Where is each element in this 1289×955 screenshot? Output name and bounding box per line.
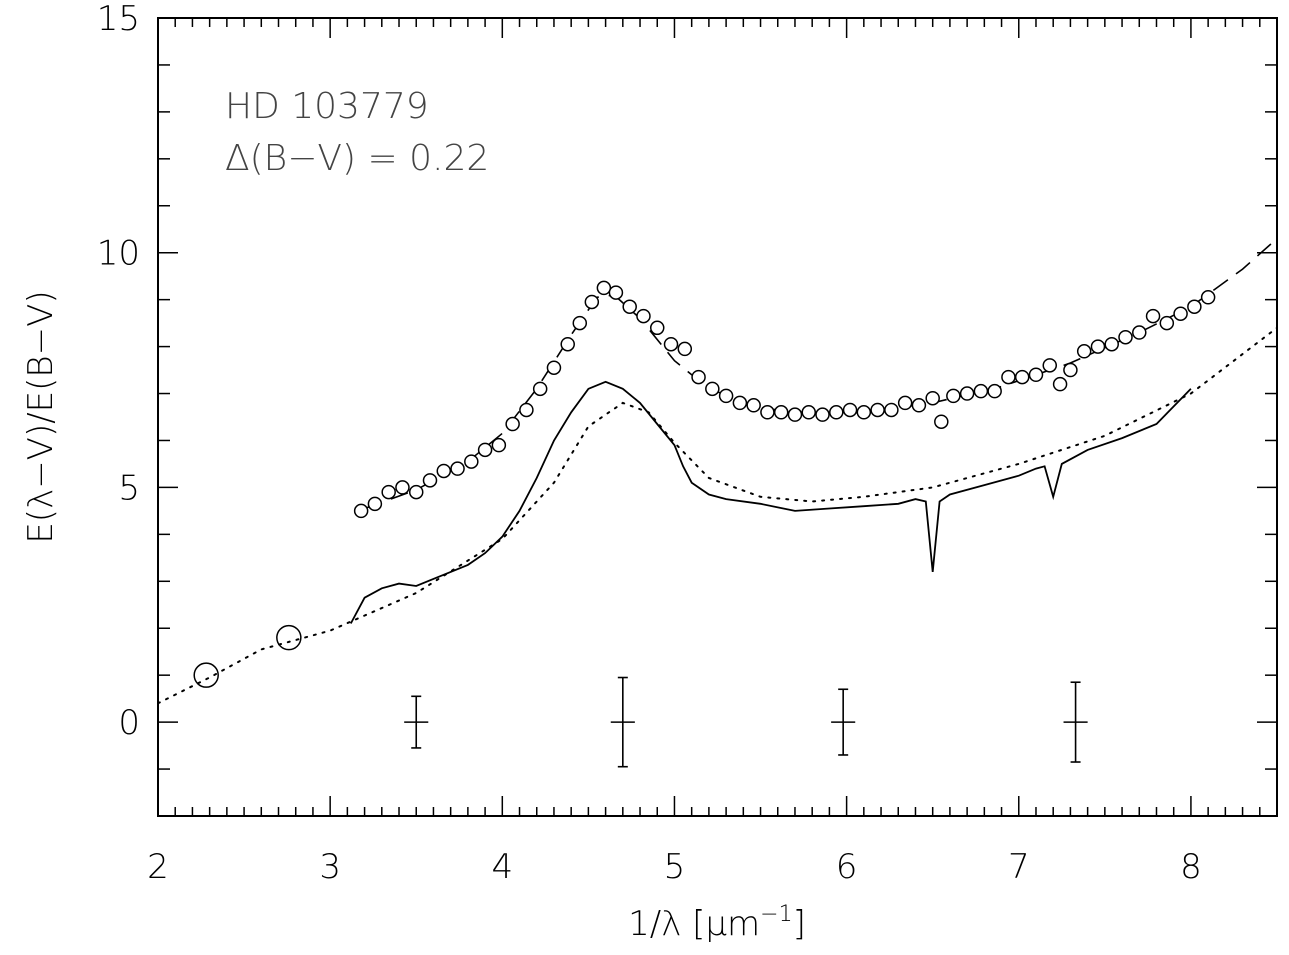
photometric-point xyxy=(193,662,219,688)
data-point xyxy=(1132,325,1147,340)
data-point xyxy=(1200,290,1216,305)
data-point xyxy=(367,496,383,512)
data-point xyxy=(436,463,452,479)
data-point xyxy=(1173,306,1188,321)
data-point xyxy=(773,405,789,420)
data-point xyxy=(1028,367,1044,383)
x-tick-label: 4 xyxy=(491,847,513,887)
data-point xyxy=(1187,299,1202,314)
data-point xyxy=(1090,339,1106,354)
data-point xyxy=(464,454,479,469)
data-point xyxy=(353,503,369,519)
data-point xyxy=(934,414,949,429)
data-point xyxy=(973,383,989,399)
data-point xyxy=(1063,362,1078,378)
tick-labels: 2 3 4 5 6 7 8 0 5 10 15 xyxy=(97,0,1202,887)
data-point xyxy=(705,381,720,397)
data-point xyxy=(732,395,748,411)
data-point xyxy=(746,398,761,413)
data-point xyxy=(450,461,465,476)
data-point xyxy=(760,405,775,420)
y-tick-label: 5 xyxy=(118,468,140,508)
data-point xyxy=(1159,315,1175,331)
data-point xyxy=(1042,358,1058,373)
data-point xyxy=(519,402,534,418)
data-point xyxy=(663,336,679,352)
photometric-point xyxy=(276,624,302,651)
data-point xyxy=(649,320,665,336)
y-axis-title: E(λ−V)/E(B−V) xyxy=(21,290,61,543)
data-point xyxy=(946,388,961,404)
data-point xyxy=(815,407,830,422)
data-point xyxy=(1001,369,1016,385)
data-point xyxy=(1118,329,1133,345)
data-point xyxy=(596,280,612,296)
y-tick-label: 0 xyxy=(118,703,140,743)
color-excess-annotation: Δ(B−V) = 0.22 xyxy=(225,138,489,179)
x-tick-label: 5 xyxy=(664,847,686,887)
data-point xyxy=(856,405,872,420)
data-point xyxy=(381,484,396,500)
data-point xyxy=(622,299,637,314)
data-point xyxy=(532,381,548,397)
y-tick-label: 10 xyxy=(97,234,140,274)
data-point xyxy=(584,294,600,310)
data-point xyxy=(829,405,844,420)
dotted-fit-line xyxy=(157,326,1278,705)
data-point xyxy=(897,395,913,411)
data-point xyxy=(1145,308,1161,324)
data-point xyxy=(1014,369,1030,385)
data-point xyxy=(677,341,693,357)
spectrum-line xyxy=(350,380,1192,624)
data-point xyxy=(1052,376,1068,392)
data-point xyxy=(546,360,562,375)
plot-frame xyxy=(157,17,1278,817)
dashed-fit-line xyxy=(364,238,1278,510)
data-point xyxy=(1076,344,1092,359)
data-point xyxy=(691,369,706,385)
series-layer xyxy=(157,238,1278,705)
x-tick-label: 7 xyxy=(1008,847,1030,887)
x-tick-label: 6 xyxy=(836,847,858,887)
error-bars xyxy=(404,676,1088,768)
data-point xyxy=(477,442,493,458)
data-point xyxy=(422,473,438,488)
star-name-annotation: HD 103779 xyxy=(225,86,429,127)
x-tick-label: 8 xyxy=(1180,847,1202,887)
data-point xyxy=(718,388,734,404)
x-axis-title-main: 1/λ [μm xyxy=(628,904,760,944)
x-tick-label: 3 xyxy=(319,847,341,887)
axis-ticks xyxy=(157,17,1278,817)
data-point xyxy=(505,416,520,432)
data-point xyxy=(801,405,816,420)
data-point xyxy=(925,390,940,406)
x-axis-title-superscript: −1 xyxy=(760,902,792,927)
data-point xyxy=(636,308,651,324)
x-axis-title: 1/λ [μm−1] xyxy=(628,902,806,944)
data-point xyxy=(560,336,575,352)
data-point xyxy=(572,315,588,331)
data-point xyxy=(884,402,899,418)
y-tick-label: 15 xyxy=(97,0,140,39)
data-point xyxy=(408,484,424,500)
data-point xyxy=(870,402,885,418)
data-point xyxy=(608,285,624,300)
x-axis-title-close: ] xyxy=(793,904,806,944)
data-point xyxy=(491,437,507,453)
data-point xyxy=(911,398,927,413)
data-point xyxy=(987,383,1002,399)
data-point xyxy=(842,402,858,418)
data-point xyxy=(787,407,803,422)
data-point xyxy=(1104,336,1119,352)
data-point xyxy=(395,480,410,495)
x-tick-label: 2 xyxy=(147,847,169,887)
data-point xyxy=(959,386,975,401)
